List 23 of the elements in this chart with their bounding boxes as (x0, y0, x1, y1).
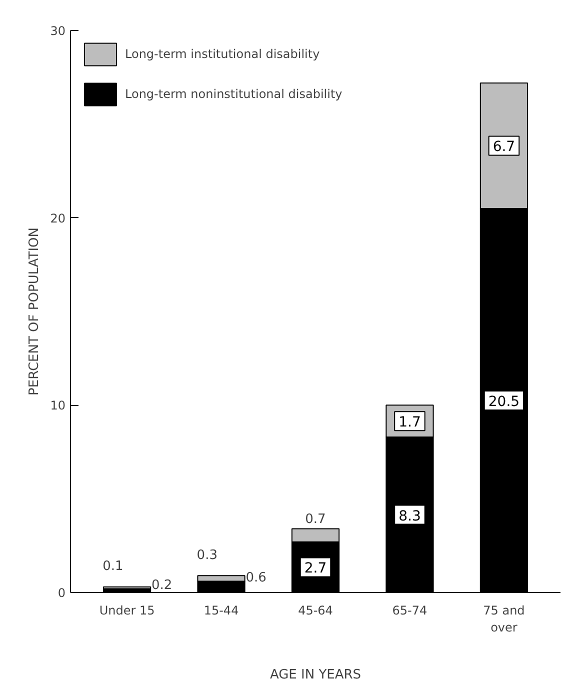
legend-label: Long-term noninstitutional disability (125, 87, 342, 101)
legend-label: Long-term institutional disability (125, 47, 320, 61)
data-label: 0.2 (152, 578, 172, 593)
x-tick-label: 75 and over (483, 604, 525, 634)
y-tick-label: 30 (50, 24, 66, 38)
x-tick-label: Under 15 (99, 604, 155, 618)
x-tick-label: 15-44 (204, 604, 239, 618)
data-label: 0.6 (246, 570, 266, 586)
data-label: 20.5 (488, 394, 520, 410)
data-label: 0.3 (196, 548, 218, 563)
data-label: 0.1 (102, 559, 124, 574)
y-tick-label: 0 (58, 586, 66, 600)
x-tick-label: 45-64 (298, 604, 333, 618)
y-axis-title: PERCENT OF POPULATION (27, 228, 42, 396)
y-tick-label: 20 (50, 211, 66, 226)
data-label: 6.7 (492, 139, 516, 156)
y-tick-label: 10 (50, 398, 66, 413)
data-label: 1.7 (398, 414, 421, 431)
x-axis-title: AGE IN YEARS (270, 667, 362, 682)
data-label: 0.7 (305, 512, 326, 528)
data-label: 8.3 (398, 508, 421, 524)
data-label: 2.7 (304, 560, 327, 577)
x-tick-label: 65-74 (392, 604, 428, 618)
